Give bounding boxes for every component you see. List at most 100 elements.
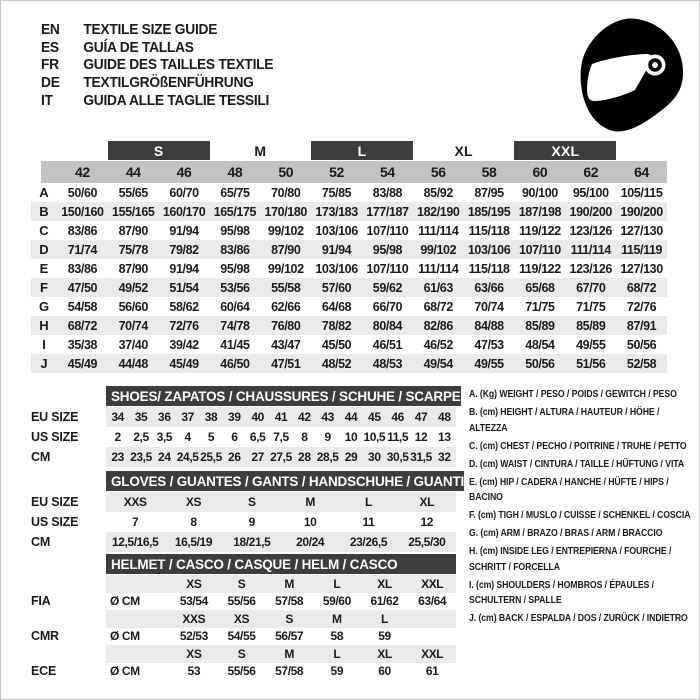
measurement-cell: 123/126 — [569, 261, 613, 276]
textile-measurement-rows: A 50/60 55/65 60/70 65/75 70/80 75/85 83/88 85/9… — [31, 183, 667, 373]
helmet-values-row-cmr: CMR Ø CM 52/53 54/55 56/57 58 59 — [31, 628, 456, 646]
standard-label: FIA — [31, 594, 51, 609]
measurement-cell: 75/78 — [118, 242, 149, 257]
table-row-us-size: US SIZE 2 2,5 3,5 4 5 6 6,5 7,5 8 9 10 10,5 11,5 12 13 — [31, 427, 456, 447]
measurement-cell: 53/56 — [220, 280, 250, 295]
measurement-cell: 99/102 — [420, 242, 457, 257]
measurement-cell: 65/68 — [525, 280, 555, 295]
measurement-cell: 46/50 — [220, 356, 250, 371]
value-cell: 35 — [134, 410, 148, 424]
corner-cell — [31, 161, 57, 183]
section-title: HELMET / CASCO / CASQUE / HELM / CASCO — [106, 554, 456, 574]
helmet-values-row-ece: ECE Ø CM 53 55/56 57/58 59 60 61 — [31, 663, 456, 681]
measurement-cell: 70/80 — [271, 185, 301, 200]
measurement-cell: 99/102 — [267, 223, 304, 238]
measurement-cell: 47/50 — [67, 280, 98, 295]
value-cell: 7,5 — [273, 430, 289, 444]
value-cell: 59 — [330, 664, 344, 679]
row-label: US SIZE — [31, 430, 79, 444]
value-cell: 58 — [330, 629, 344, 644]
measurement-cell: 103/106 — [315, 261, 358, 276]
helmet-sizes-row-cmr: XXS XS S M L — [31, 610, 456, 628]
value-cell: 10,5 — [363, 430, 386, 444]
row-label: US SIZE — [31, 515, 79, 529]
size-label-cell: L — [333, 576, 341, 591]
value-cell: 28 — [298, 450, 311, 464]
measurement-cell: 177/187 — [366, 204, 409, 219]
value-cell: XXS — [123, 495, 147, 509]
measurement-cell: 44/48 — [118, 356, 149, 371]
section-header-spacer — [31, 471, 106, 491]
value-cell: 12,5/16,5 — [111, 535, 159, 549]
table-row-eu-size: EU SIZE 34 35 36 37 38 39 40 41 42 43 44 45 46 47 48 — [31, 407, 456, 427]
value-cell — [408, 628, 456, 646]
row-label-spacer — [31, 645, 106, 663]
measurement-cell: 45/49 — [169, 356, 199, 371]
value-cell: 57/58 — [275, 664, 304, 679]
measurement-cell: 111/114 — [418, 223, 459, 238]
size-label-cell: M — [284, 576, 294, 591]
shoes-size-table: SHOES/ ZAPATOS / CHAUSSURES / SCHUHE / S… — [31, 386, 461, 467]
measurement-cell: 95/98 — [372, 242, 403, 257]
size-band-s: S — [107, 141, 210, 160]
language-row: DE TEXTILGRÖßENFÜHRUNG — [41, 74, 273, 92]
helmet-values: Ø CM 53 55/56 57/58 59 60 61 — [106, 663, 456, 681]
measurement-cell: 76/80 — [271, 318, 301, 333]
measurement-cell: 187/198 — [518, 204, 562, 219]
measurement-cell: 46/51 — [372, 337, 403, 352]
textile-row-b: B 150/160 155/165 160/170 165/175 170/180 173/… — [31, 202, 667, 221]
measurement-cell: 60/64 — [220, 299, 250, 314]
measurement-cell: 51/56 — [576, 356, 606, 371]
measurement-cell: 105/115 — [620, 185, 663, 200]
value-cell: 55/56 — [227, 664, 256, 679]
textile-row-f: F 47/50 49/52 51/54 53/56 55/58 57/60 59/62 61/6… — [31, 278, 667, 297]
measurement-cell: 50/56 — [525, 356, 555, 371]
row-letter: F — [40, 280, 48, 295]
measurement-cell: 41/45 — [220, 337, 250, 352]
textile-row-c: C 83/86 87/90 91/94 95/98 99/102 103/106 107/11… — [31, 221, 667, 240]
helmet-size-labels: XXS XS S M L — [106, 610, 456, 628]
textile-row-a: A 50/60 55/65 60/70 65/75 70/80 75/85 83/88 85/9… — [31, 183, 667, 202]
measurement-cell: 52/58 — [626, 356, 657, 371]
measurement-cell: 99/102 — [267, 261, 304, 276]
row-label-spacer — [31, 575, 106, 593]
size-label-cell: L — [333, 646, 341, 661]
value-cell: 38 — [204, 410, 218, 424]
size-number: 56 — [430, 164, 446, 180]
value-cell: 8 — [190, 515, 197, 529]
value-cell: 47 — [414, 410, 428, 424]
size-band-l: L — [311, 141, 413, 160]
value-cell: 30 — [368, 450, 381, 464]
size-number: 46 — [176, 164, 192, 180]
value-cell: 11 — [362, 515, 375, 529]
measurement-cell: 57/60 — [321, 280, 352, 295]
row-values: 7 8 9 10 11 12 — [106, 512, 456, 532]
helmet-sizes-row-ece: XS S M L XL XXL — [31, 645, 456, 663]
helmet-values-row-fia: FIA Ø CM 53/54 55/56 57/58 59/60 61/62 63/64 — [31, 593, 456, 611]
value-cell: 10 — [344, 430, 358, 444]
value-cell: 9 — [324, 430, 332, 444]
row-label-spacer — [31, 610, 106, 628]
value-cell: 25,5/30 — [408, 535, 446, 549]
size-label-cell — [408, 610, 456, 628]
size-number: 64 — [634, 164, 649, 180]
measurement-cell: 79/82 — [169, 242, 199, 257]
value-cell: 4 — [184, 430, 192, 444]
measurement-cell: 75/85 — [321, 185, 352, 200]
measurement-cell: 39/42 — [169, 337, 199, 352]
size-label-cell: S — [285, 611, 293, 626]
row-values: 23 23,5 24 24,5 25,5 26 27 27,5 28 28,5 29 30 30,5 31… — [106, 447, 456, 467]
measurement-cell: 68/72 — [626, 280, 657, 295]
measurement-cell: 91/94 — [169, 223, 199, 238]
value-cell: 30,5 — [386, 450, 409, 464]
value-cell: 3,5 — [156, 430, 173, 444]
legend-item: E. (cm) HIP / CADERA / HANCHE / HÜFTE / … — [469, 475, 669, 504]
value-cell: 10 — [303, 515, 317, 529]
measurement-cell: 82/86 — [423, 318, 454, 333]
size-number: 42 — [75, 164, 90, 180]
measurement-cell: 37/40 — [118, 337, 149, 352]
measurement-cell: 48/53 — [372, 356, 403, 371]
measurement-cell: 173/183 — [315, 204, 358, 219]
size-label-cell: XS — [186, 646, 202, 661]
value-cell: 39 — [228, 410, 241, 424]
